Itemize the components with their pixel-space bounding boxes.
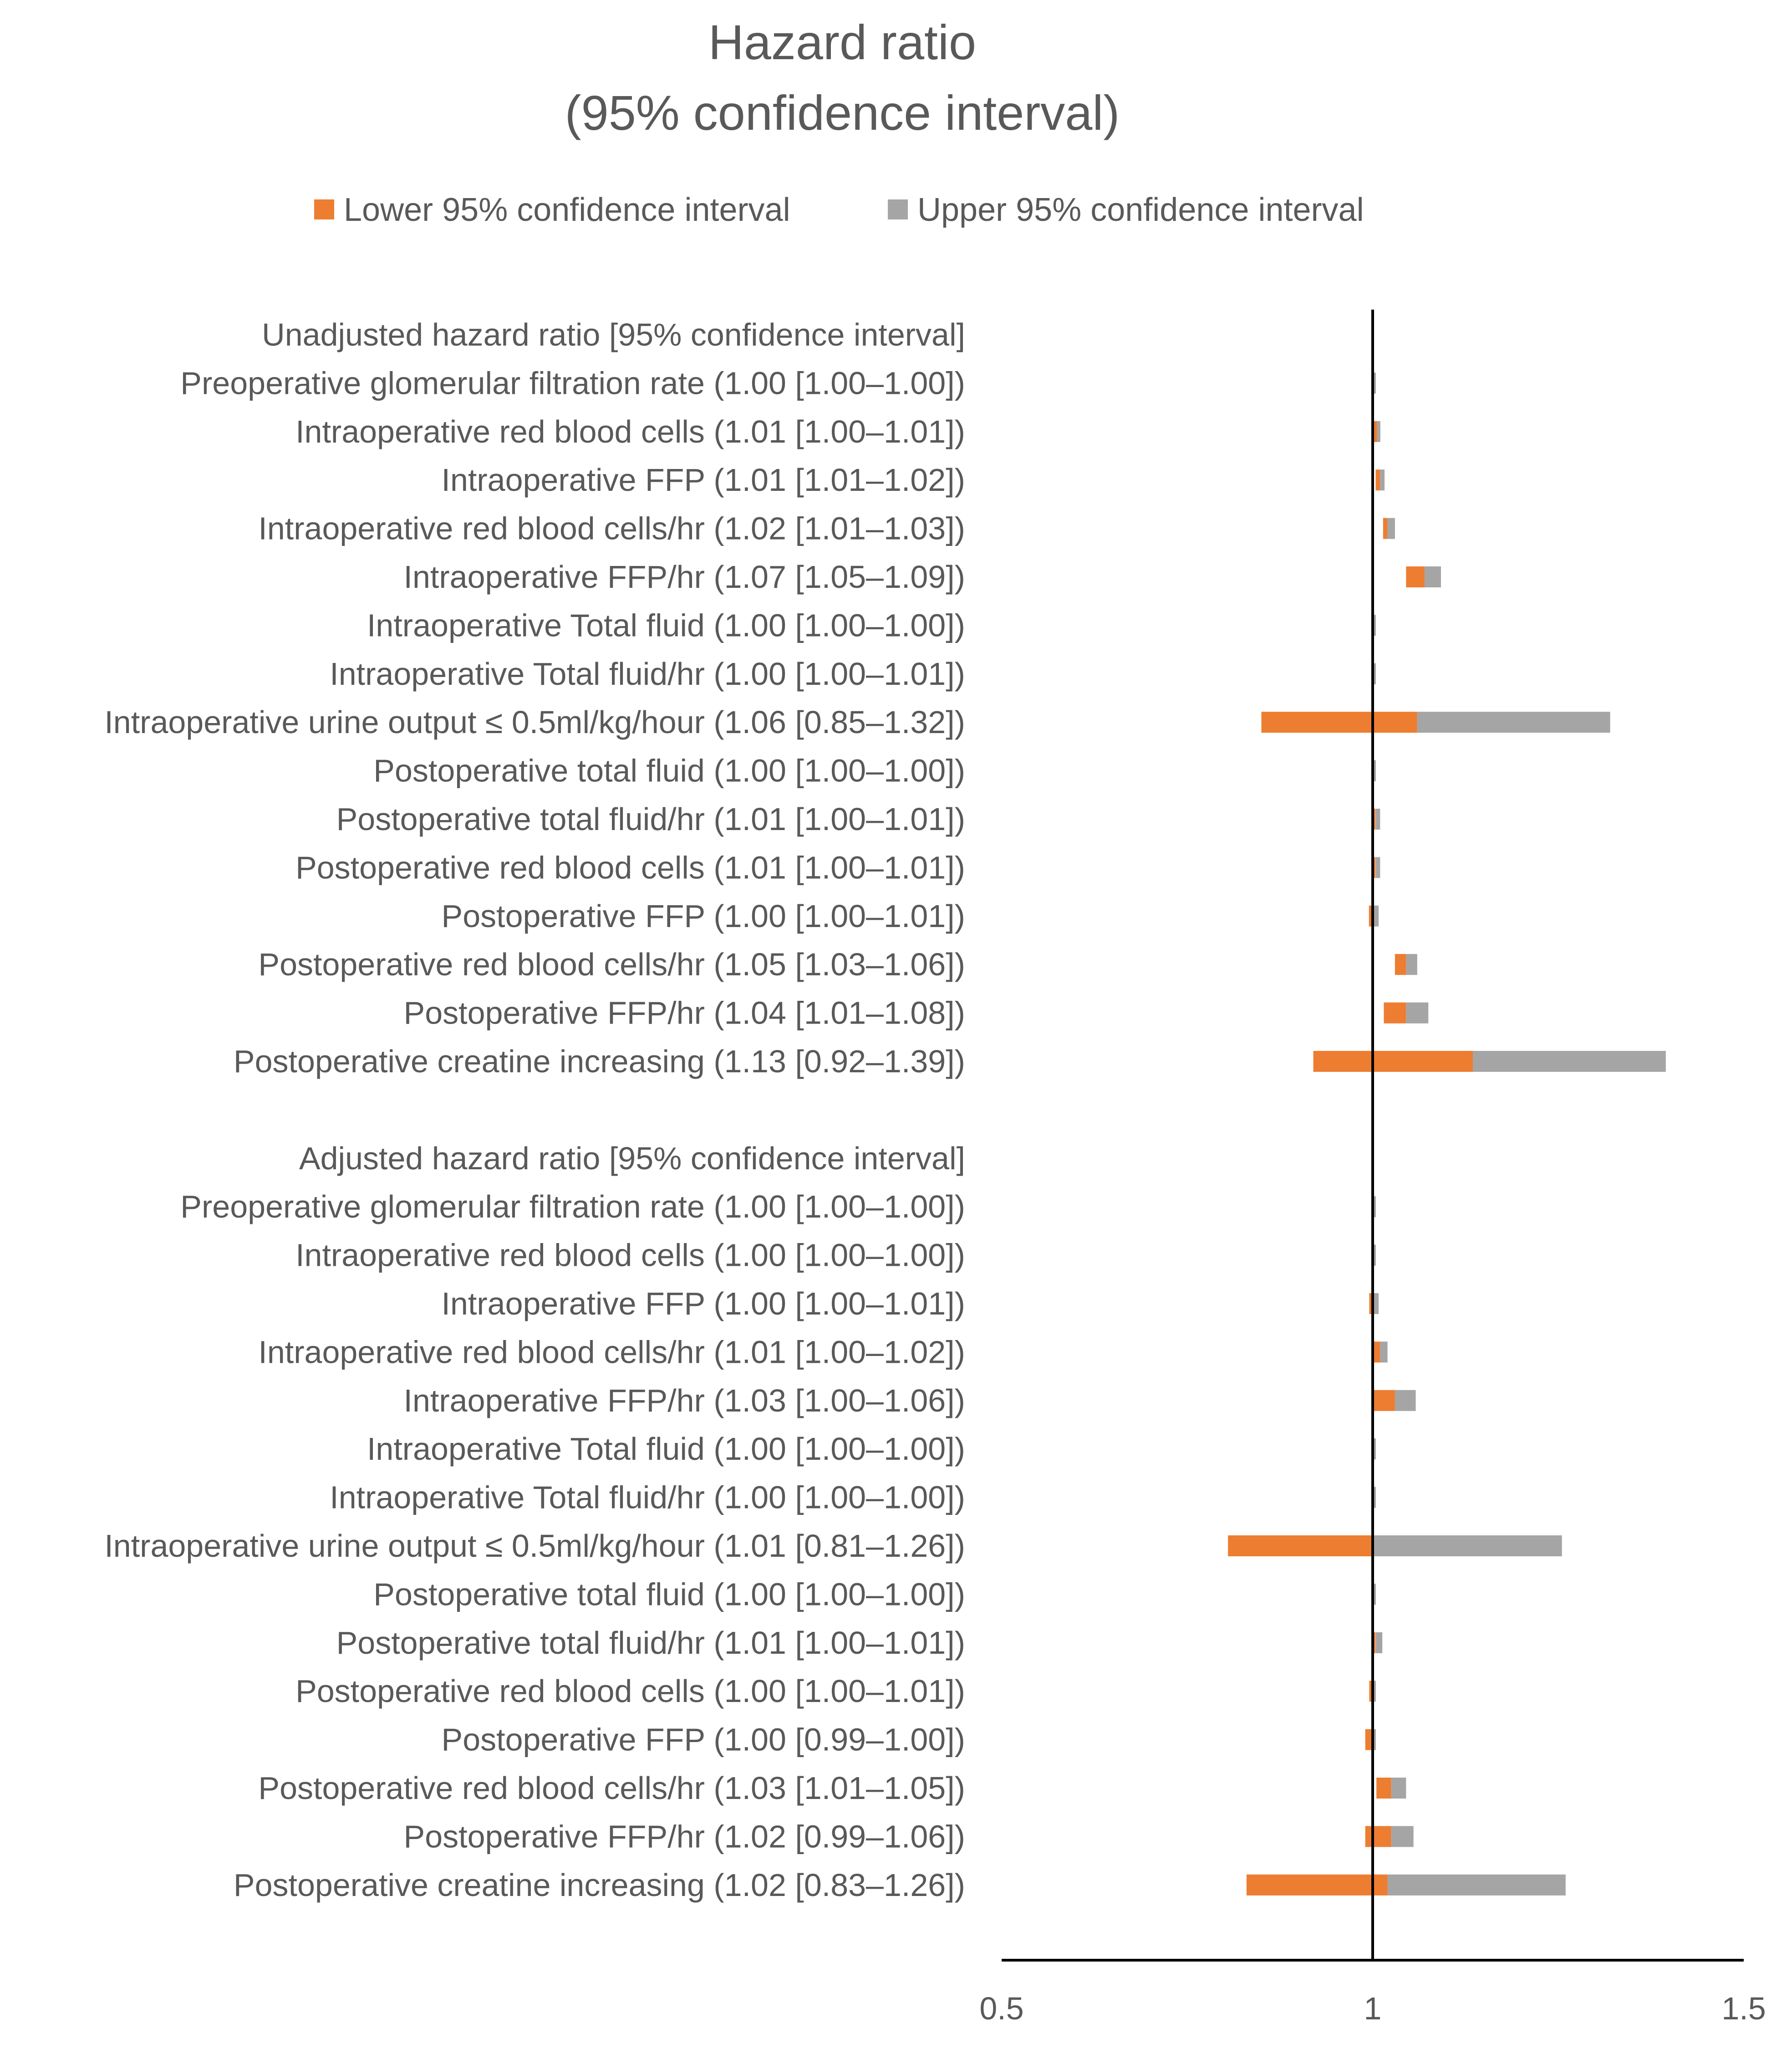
row-label: Intraoperative Total fluid/hr (1.00 [1.0…: [330, 1480, 965, 1515]
lower-ci-bar: [1365, 1729, 1373, 1750]
upper-ci-bar: [1387, 1874, 1566, 1896]
row-label: Postoperative creatine increasing (1.02 …: [234, 1867, 965, 1903]
lower-ci-bar: [1384, 1002, 1406, 1024]
row-label: Intraoperative FFP/hr (1.03 [1.00–1.06]): [404, 1383, 965, 1418]
row-label: Postoperative red blood cells/hr (1.05 […: [258, 947, 965, 982]
row-labels: Unadjusted hazard ratio [95% confidence …: [104, 317, 965, 1903]
section-header-label: Adjusted hazard ratio [95% confidence in…: [299, 1141, 965, 1176]
row-label: Postoperative FFP (1.00 [1.00–1.01]): [442, 898, 966, 934]
upper-ci-bar: [1373, 1196, 1376, 1218]
lower-ci-bar: [1228, 1535, 1373, 1556]
x-tick-label: 1.5: [1721, 1991, 1766, 2026]
upper-ci-bar: [1395, 1390, 1416, 1411]
upper-ci-bar: [1373, 615, 1376, 636]
lower-ci-bar: [1406, 566, 1425, 587]
lower-ci-bar: [1369, 905, 1373, 927]
upper-ci-bar: [1417, 712, 1610, 733]
row-label: Postoperative total fluid (1.00 [1.00–1.…: [373, 1576, 965, 1612]
upper-ci-bar: [1380, 469, 1385, 491]
upper-ci-bar: [1391, 1826, 1414, 1847]
lower-ci-bar: [1313, 1051, 1473, 1072]
row-label: Postoperative red blood cells (1.01 [1.0…: [295, 850, 965, 885]
row-label: Intraoperative FFP/hr (1.07 [1.05–1.09]): [404, 559, 965, 595]
row-label: Intraoperative FFP (1.01 [1.01–1.02]): [442, 462, 966, 498]
row-label: Intraoperative red blood cells/hr (1.01 …: [258, 1334, 965, 1370]
upper-ci-bar: [1373, 905, 1379, 927]
legend-label-upper: Upper 95% confidence interval: [917, 192, 1364, 228]
lower-ci-bar: [1246, 1874, 1388, 1896]
upper-ci-bar: [1373, 760, 1376, 781]
lower-ci-bar: [1261, 712, 1417, 733]
upper-ci-bar: [1373, 372, 1376, 394]
upper-ci-bar: [1375, 809, 1380, 830]
legend: Lower 95% confidence interval Upper 95% …: [314, 192, 1364, 228]
upper-ci-bar: [1373, 1438, 1376, 1460]
row-label: Postoperative FFP (1.00 [0.99–1.00]): [442, 1722, 966, 1758]
row-label: Intraoperative red blood cells (1.00 [1.…: [295, 1238, 965, 1273]
row-label: Intraoperative urine output ≤ 0.5ml/kg/h…: [104, 1528, 965, 1564]
upper-ci-bar: [1406, 1002, 1429, 1024]
row-label: Postoperative FFP/hr (1.04 [1.01–1.08]): [404, 995, 965, 1031]
lower-ci-bar: [1365, 1826, 1391, 1847]
x-tick-label: 0.5: [979, 1991, 1023, 2026]
row-label: Postoperative total fluid/hr (1.01 [1.00…: [336, 801, 965, 837]
row-label: Postoperative creatine increasing (1.13 …: [234, 1044, 965, 1079]
row-label: Postoperative total fluid (1.00 [1.00–1.…: [373, 753, 965, 789]
row-label: Preoperative glomerular filtration rate …: [180, 365, 965, 401]
row-label: Intraoperative FFP (1.00 [1.00–1.01]): [442, 1286, 966, 1321]
upper-ci-bar: [1380, 1341, 1388, 1363]
section-header-label: Unadjusted hazard ratio [95% confidence …: [262, 317, 965, 352]
lower-ci-bar: [1376, 1778, 1391, 1799]
row-label: Intraoperative Total fluid/hr (1.00 [1.0…: [330, 656, 965, 692]
upper-ci-bar: [1377, 421, 1380, 442]
upper-ci-bar: [1391, 1778, 1406, 1799]
upper-ci-bar: [1387, 518, 1395, 539]
row-label: Postoperative total fluid/hr (1.01 [1.00…: [336, 1625, 965, 1661]
row-label: Postoperative red blood cells (1.00 [1.0…: [295, 1673, 965, 1709]
row-label: Intraoperative red blood cells (1.01 [1.…: [295, 414, 965, 449]
lower-ci-bar: [1373, 1341, 1380, 1363]
upper-ci-bar: [1373, 1244, 1376, 1266]
legend-swatch-upper: [888, 199, 908, 219]
upper-ci-bar: [1375, 1632, 1383, 1653]
lower-ci-bar: [1369, 1681, 1373, 1702]
lower-ci-bar: [1373, 421, 1377, 442]
lower-ci-bar: [1395, 954, 1406, 975]
row-label: Postoperative red blood cells/hr (1.03 […: [258, 1770, 965, 1806]
row-label: Intraoperative red blood cells/hr (1.02 …: [258, 511, 965, 546]
row-label: Intraoperative Total fluid (1.00 [1.00–1…: [367, 607, 965, 643]
upper-ci-bar: [1373, 1729, 1376, 1750]
row-label: Intraoperative urine output ≤ 0.5ml/kg/h…: [104, 704, 965, 740]
lower-ci-bar: [1373, 1390, 1395, 1411]
x-tick-label: 1: [1364, 1991, 1382, 2026]
upper-ci-bar: [1425, 566, 1441, 587]
row-label: Postoperative FFP/hr (1.02 [0.99–1.06]): [404, 1819, 965, 1854]
upper-ci-bar: [1373, 1584, 1376, 1605]
axes: 0.5 1 1.5: [979, 310, 1766, 2026]
lower-ci-bar: [1369, 1293, 1373, 1314]
lower-ci-bar: [1375, 469, 1380, 491]
upper-ci-bar: [1373, 1681, 1376, 1702]
legend-label-lower: Lower 95% confidence interval: [344, 192, 790, 228]
legend-swatch-lower: [314, 199, 334, 219]
upper-ci-bar: [1375, 857, 1380, 878]
upper-ci-bar: [1473, 1051, 1666, 1072]
row-label: Intraoperative Total fluid (1.00 [1.00–1…: [367, 1431, 965, 1467]
upper-ci-bar: [1373, 1535, 1562, 1556]
bars: [1228, 372, 1666, 1896]
chart-subtitle: (95% confidence interval): [565, 85, 1120, 140]
chart-title: Hazard ratio: [708, 15, 976, 70]
upper-ci-bar: [1373, 663, 1376, 684]
row-label: Preoperative glomerular filtration rate …: [180, 1189, 965, 1224]
upper-ci-bar: [1373, 1293, 1379, 1314]
lower-ci-bar: [1383, 518, 1388, 539]
upper-ci-bar: [1406, 954, 1417, 975]
upper-ci-bar: [1373, 1487, 1376, 1508]
